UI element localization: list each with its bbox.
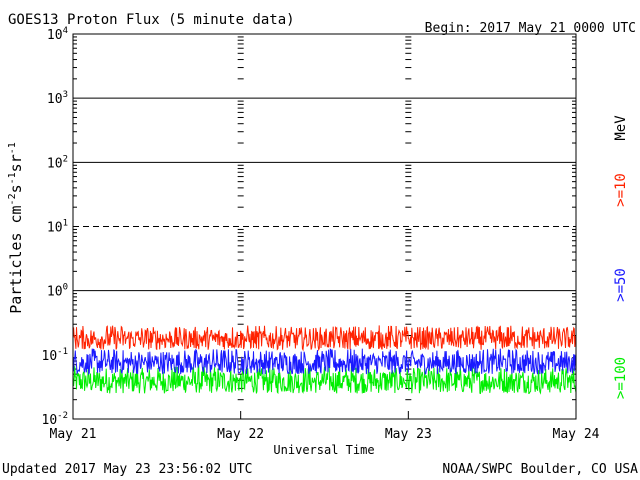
x-axis-label: Universal Time: [273, 443, 374, 457]
y-tick-label-1: 10-1: [42, 347, 69, 364]
legend-series-50: >=50: [613, 268, 629, 302]
plot-frame: [72, 33, 577, 420]
y-axis-label: Particles cm-2s-1sr-1: [7, 142, 25, 314]
begin-label: Begin: 2017 May 21 0000 UTC: [425, 21, 636, 36]
y-tick-labels: 10-2 10-1 100 101 102 103 104: [42, 26, 69, 428]
y-tick-label-6: 104: [47, 26, 68, 43]
source-credit: NOAA/SWPC Boulder, CO USA: [442, 462, 638, 477]
x-tick-label-3: May 24: [553, 427, 600, 442]
x-tick-label-2: May 23: [385, 427, 432, 442]
series-line-0: [72, 325, 577, 352]
legend-series-10: >=10: [613, 173, 629, 207]
updated-timestamp: Updated 2017 May 23 23:56:02 UTC: [2, 462, 252, 477]
legend-series-100: >=100: [613, 357, 629, 399]
series-line-1: [72, 348, 577, 376]
series-line-2: [72, 364, 577, 395]
reference-lines: [73, 97, 576, 292]
y-tick-label-5: 103: [47, 90, 68, 107]
y-tick-label-0: 10-2: [42, 411, 69, 428]
y-tick-label-3: 101: [47, 219, 68, 236]
legend-unit: MeV: [613, 115, 629, 141]
series-group: [72, 325, 577, 395]
y-tick-label-2: 100: [47, 283, 68, 300]
x-tick-labels: May 21 May 22 May 23 May 24: [50, 427, 600, 442]
x-tick-label-0: May 21: [50, 427, 97, 442]
y-tick-label-4: 102: [47, 154, 68, 171]
chart-title: GOES13 Proton Flux (5 minute data): [8, 12, 295, 28]
x-tick-label-1: May 22: [217, 427, 264, 442]
